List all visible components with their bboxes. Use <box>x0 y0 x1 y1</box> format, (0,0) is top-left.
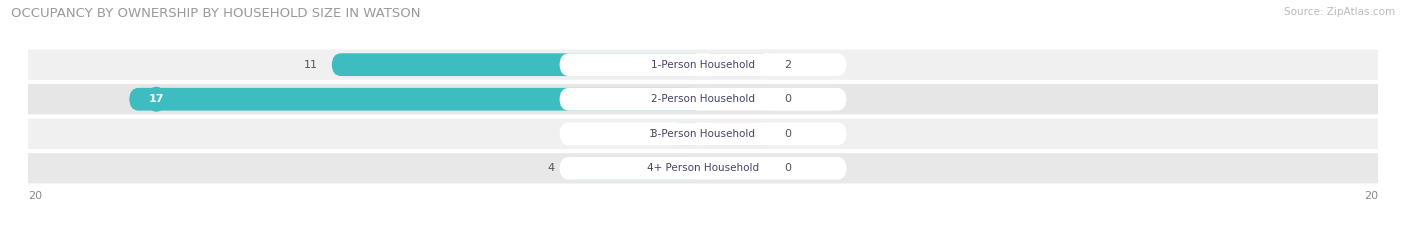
Text: OCCUPANCY BY OWNERSHIP BY HOUSEHOLD SIZE IN WATSON: OCCUPANCY BY OWNERSHIP BY HOUSEHOLD SIZE… <box>11 7 420 20</box>
Text: 17: 17 <box>149 94 165 104</box>
Text: 2: 2 <box>785 60 792 70</box>
Text: 0: 0 <box>785 163 792 173</box>
Legend: Owner-occupied, Renter-occupied: Owner-occupied, Renter-occupied <box>591 230 815 233</box>
Text: 0: 0 <box>785 129 792 139</box>
Text: 3-Person Household: 3-Person Household <box>651 129 755 139</box>
FancyBboxPatch shape <box>129 88 703 111</box>
Text: 1: 1 <box>648 129 655 139</box>
Text: 11: 11 <box>304 60 318 70</box>
Text: 4+ Person Household: 4+ Person Household <box>647 163 759 173</box>
FancyBboxPatch shape <box>18 50 1388 80</box>
FancyBboxPatch shape <box>703 53 770 76</box>
FancyBboxPatch shape <box>560 53 846 76</box>
FancyBboxPatch shape <box>18 84 1388 114</box>
FancyBboxPatch shape <box>568 157 703 180</box>
FancyBboxPatch shape <box>332 53 703 76</box>
FancyBboxPatch shape <box>560 88 846 111</box>
FancyBboxPatch shape <box>560 122 846 145</box>
Text: 20: 20 <box>1364 191 1378 201</box>
FancyBboxPatch shape <box>703 122 770 145</box>
FancyBboxPatch shape <box>18 119 1388 149</box>
Text: 20: 20 <box>28 191 42 201</box>
FancyBboxPatch shape <box>18 153 1388 183</box>
Text: 0: 0 <box>785 94 792 104</box>
FancyBboxPatch shape <box>703 157 770 180</box>
FancyBboxPatch shape <box>703 88 770 111</box>
Circle shape <box>146 87 166 111</box>
Text: 2-Person Household: 2-Person Household <box>651 94 755 104</box>
Text: 1-Person Household: 1-Person Household <box>651 60 755 70</box>
Text: 4: 4 <box>547 163 554 173</box>
FancyBboxPatch shape <box>560 157 846 180</box>
FancyBboxPatch shape <box>669 122 703 145</box>
Text: Source: ZipAtlas.com: Source: ZipAtlas.com <box>1284 7 1395 17</box>
